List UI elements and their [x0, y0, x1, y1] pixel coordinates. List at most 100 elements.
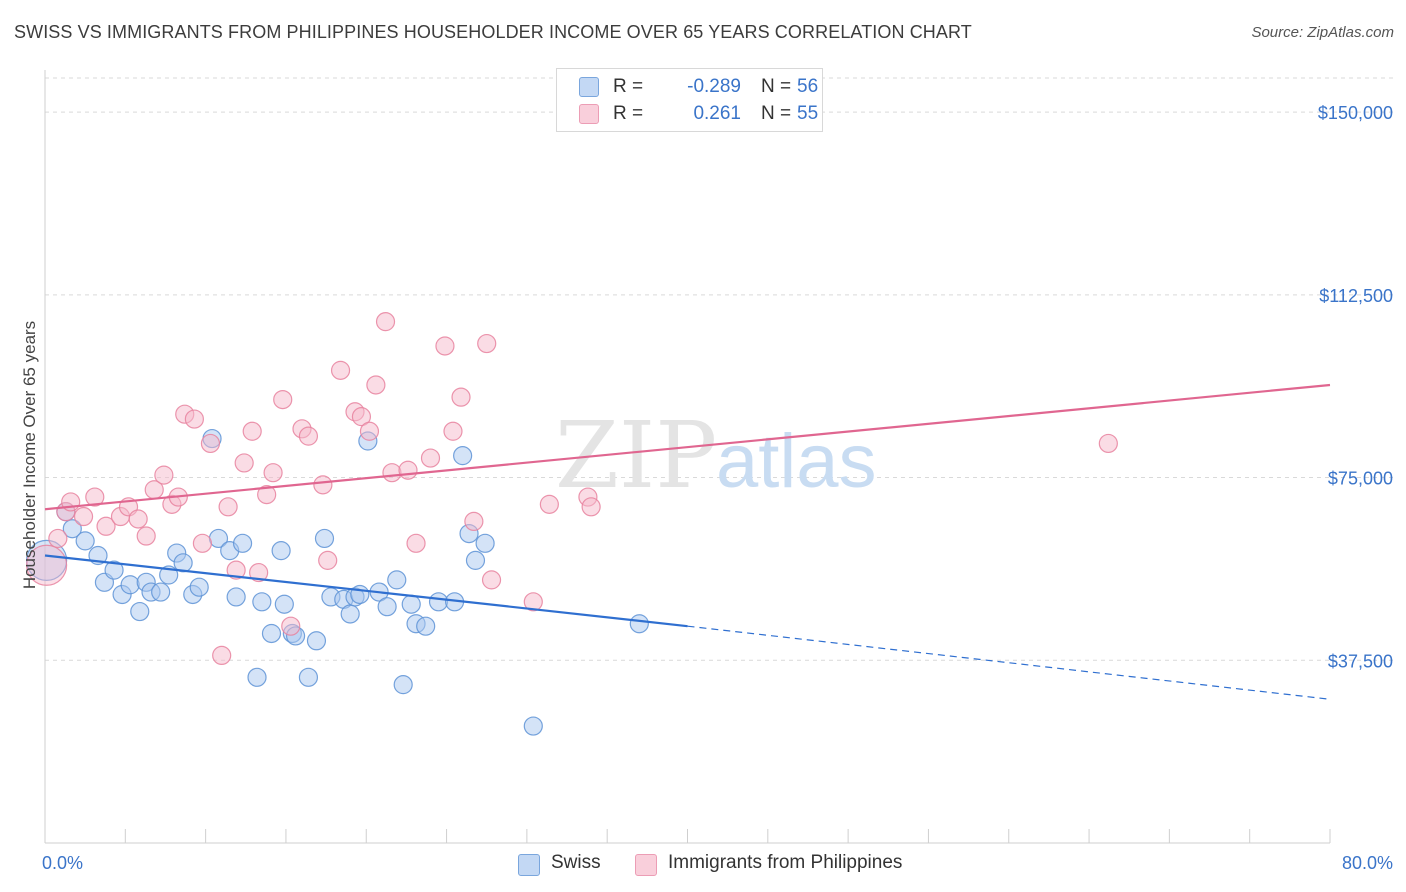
- legend-n-value-philippines: 55: [797, 103, 819, 124]
- philippines-point: [48, 528, 68, 549]
- legend-n-value-swiss: 56: [797, 76, 819, 97]
- swiss-point: [387, 570, 407, 590]
- swiss-point: [453, 446, 473, 466]
- swiss-point: [173, 553, 193, 573]
- philippines-point: [212, 645, 232, 666]
- philippines-point: [451, 387, 471, 407]
- legend-n-label: N =: [761, 76, 792, 97]
- philippines-point: [581, 497, 601, 517]
- x-tick-label: 80.0%: [1342, 853, 1393, 873]
- correlation-legend: R = -0.289 N = 56 R = 0.261 N = 55: [556, 68, 823, 132]
- swiss-point: [120, 575, 140, 595]
- swiss-point: [340, 604, 360, 624]
- swiss-point: [75, 531, 95, 551]
- swiss-point: [274, 594, 294, 614]
- bottom-legend-label-swiss: Swiss: [551, 852, 601, 873]
- swiss-point: [393, 675, 413, 695]
- philippines-point: [192, 533, 213, 553]
- chart-title: SWISS VS IMMIGRANTS FROM PHILIPPINES HOU…: [14, 22, 972, 42]
- swiss-point: [377, 597, 397, 617]
- philippines-point: [234, 453, 254, 473]
- swiss-point: [271, 541, 291, 561]
- philippines-point: [136, 526, 156, 546]
- swiss-point: [261, 623, 282, 644]
- swiss-point: [475, 533, 495, 553]
- swiss-point: [130, 601, 150, 622]
- swiss-point: [151, 582, 171, 602]
- philippines-point: [200, 433, 221, 454]
- swiss-point: [523, 716, 543, 736]
- philippines-point: [330, 360, 351, 380]
- philippines-point: [523, 592, 543, 612]
- philippines-point: [481, 570, 502, 590]
- swiss-point: [189, 577, 209, 597]
- chart-source: Source: ZipAtlas.com: [1251, 24, 1394, 41]
- philippines-point: [464, 511, 484, 532]
- swiss-point: [306, 631, 327, 651]
- swiss-point: [247, 667, 267, 687]
- philippines-point: [73, 506, 94, 527]
- philippines-point: [406, 533, 426, 553]
- legend-swatch-swiss: [579, 77, 599, 97]
- swiss-point: [104, 560, 124, 580]
- swiss-point: [465, 550, 486, 570]
- legend-r-value-swiss: -0.289: [687, 76, 741, 97]
- philippines-point: [375, 312, 396, 332]
- y-tick-label: $37,500: [1328, 651, 1393, 671]
- philippines-point: [257, 485, 277, 505]
- bottom-legend-swatch-swiss: [518, 854, 540, 876]
- legend-r-value-philippines: 0.261: [693, 103, 741, 124]
- philippines-point: [154, 465, 174, 485]
- philippines-point: [281, 616, 301, 636]
- philippines-point: [398, 460, 418, 480]
- axes: [44, 70, 1331, 844]
- philippines-point: [1098, 433, 1118, 454]
- y-tick-label: $112,500: [1319, 286, 1393, 306]
- legend-r-label: R =: [613, 76, 644, 97]
- philippines-point: [443, 421, 463, 441]
- data-points: [26, 312, 1118, 736]
- swiss-point: [629, 614, 649, 634]
- tick-labels: $37,500 $75,000 $112,500 $150,000 0.0% 80.0%: [42, 103, 1393, 873]
- legend-swatch-philippines: [579, 104, 599, 124]
- philippines-point: [359, 421, 380, 441]
- y-tick-label: $75,000: [1328, 469, 1393, 489]
- swiss-point: [350, 584, 370, 605]
- legend-r-label: R =: [613, 103, 644, 124]
- swiss-point: [62, 519, 82, 539]
- swiss-trend-line-extrapolated: [687, 625, 1331, 700]
- y-tick-label: $150,000: [1318, 103, 1393, 123]
- x-tick-label: 0.0%: [42, 853, 83, 873]
- legend-n-label: N =: [761, 103, 792, 124]
- philippines-point: [435, 336, 455, 356]
- philippines-point: [85, 487, 105, 507]
- philippines-point: [273, 389, 293, 410]
- philippines-point: [366, 375, 386, 395]
- bottom-legend-label-philippines: Immigrants from Philippines: [668, 852, 903, 873]
- swiss-point: [232, 533, 253, 553]
- watermark-atlas: atlas: [716, 419, 877, 504]
- philippines-point: [128, 509, 148, 529]
- philippines-point: [226, 560, 246, 580]
- swiss-point: [401, 594, 421, 614]
- grid-lines: [45, 77, 1395, 661]
- philippines-trend-line: [44, 383, 1331, 511]
- philippines-point: [382, 463, 402, 483]
- philippines-point: [249, 562, 269, 583]
- philippines-point: [184, 409, 204, 429]
- philippines-point: [420, 448, 441, 468]
- swiss-trend-line: [44, 554, 688, 628]
- trend-lines: [44, 383, 1331, 700]
- philippines-point: [263, 463, 283, 483]
- philippines-point: [539, 494, 559, 514]
- philippines-point: [298, 426, 319, 446]
- philippines-point: [313, 475, 333, 495]
- swiss-point: [252, 592, 272, 612]
- philippines-point: [96, 516, 116, 536]
- swiss-point: [226, 587, 246, 607]
- philippines-point: [26, 544, 68, 586]
- swiss-point: [314, 528, 335, 549]
- philippines-point: [351, 407, 372, 427]
- philippines-point: [218, 497, 238, 517]
